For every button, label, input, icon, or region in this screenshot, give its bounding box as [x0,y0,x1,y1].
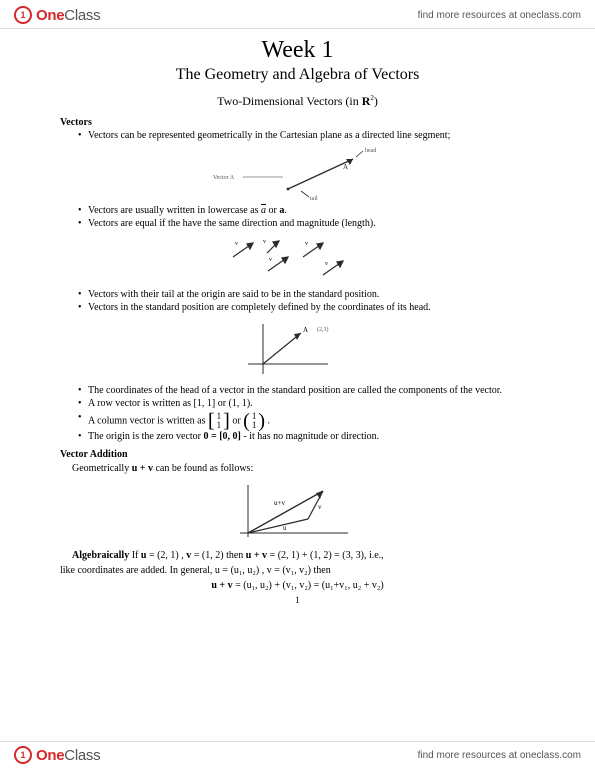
equation-addition: u + v = (u₁, u₂) + (v₁, v₂) = (u₁+v₁, u₂… [60,580,535,591]
figure-vector-segment: head tail Vector A A [60,147,535,201]
svg-text:v: v [325,261,328,267]
para-algebraic-2: like coordinates are added. In general, … [60,564,535,577]
brand-text: OneClass [36,747,100,764]
brand-logo[interactable]: 1 OneClass [14,6,100,24]
list-item: Vectors are equal if the have the same d… [78,218,535,231]
heading-vector-addition: Vector Addition [60,449,535,460]
bullet-list-1: Vectors can be represented geometrically… [60,130,535,143]
header-resources-link[interactable]: find more resources at oneclass.com [418,10,581,21]
page-number: 1 [60,595,535,605]
document-page: Week 1 The Geometry and Algebra of Vecto… [0,29,595,605]
svg-text:head: head [365,148,376,154]
brand-icon: 1 [14,746,32,764]
list-item: The origin is the zero vector 0 = [0, 0]… [78,431,535,444]
svg-text:u+v: u+v [274,499,285,507]
svg-text:v: v [269,257,272,263]
bullet-list-3: Vectors with their tail at the origin ar… [60,289,535,315]
list-item: A row vector is written as [1, 1] or (1,… [78,398,535,411]
figure-vector-addition: u v u+v [60,479,535,545]
vector-addition-svg: u v u+v [228,479,368,545]
para-geometric: Geometrically u + v can be found as foll… [60,462,535,475]
column-vector-bracket: [11] [208,412,230,430]
list-item: A column vector is written as [11] or (1… [78,412,535,430]
svg-text:Vector A: Vector A [213,175,235,181]
list-item: Vectors are usually written in lowercase… [78,205,535,218]
list-item: Vectors in the standard position are com… [78,302,535,315]
svg-text:v: v [318,503,322,511]
equal-vectors-svg: v v v v v [213,235,383,285]
point-label: (2,3) [317,326,329,333]
bullet-list-2: Vectors are usually written in lowercase… [60,205,535,231]
svg-text:v: v [305,241,308,247]
figure-standard-position: A (2,3) [60,319,535,381]
svg-text:A: A [303,326,308,334]
title-subtitle: The Geometry and Algebra of Vectors [60,66,535,84]
heading-vectors: Vectors [60,117,535,128]
column-vector-paren: (11) [243,412,265,430]
brand-text: OneClass [36,7,100,24]
svg-text:v: v [263,239,266,245]
figure-equal-vectors: v v v v v [60,235,535,285]
header-bar: 1 OneClass find more resources at onecla… [0,0,595,29]
footer-bar: 1 OneClass find more resources at onecla… [0,741,595,770]
list-item: Vectors can be represented geometrically… [78,130,535,143]
svg-text:A: A [343,163,348,171]
title-section: Two-Dimensional Vectors (in R2) [60,94,535,109]
standard-position-svg: A (2,3) [223,319,373,381]
svg-text:u: u [283,524,287,532]
svg-text:v: v [235,241,238,247]
brand-logo-footer[interactable]: 1 OneClass [14,746,100,764]
list-item: Vectors with their tail at the origin ar… [78,289,535,302]
list-item: The coordinates of the head of a vector … [78,385,535,398]
vector-segment-svg: head tail Vector A A [183,147,413,201]
footer-resources-link[interactable]: find more resources at oneclass.com [418,750,581,761]
title-week: Week 1 [60,37,535,64]
svg-text:tail: tail [310,196,318,201]
bullet-list-4: The coordinates of the head of a vector … [60,385,535,444]
brand-icon: 1 [14,6,32,24]
para-algebraic-1: Algebraically Algebraically If u = (2, 1… [60,549,535,562]
